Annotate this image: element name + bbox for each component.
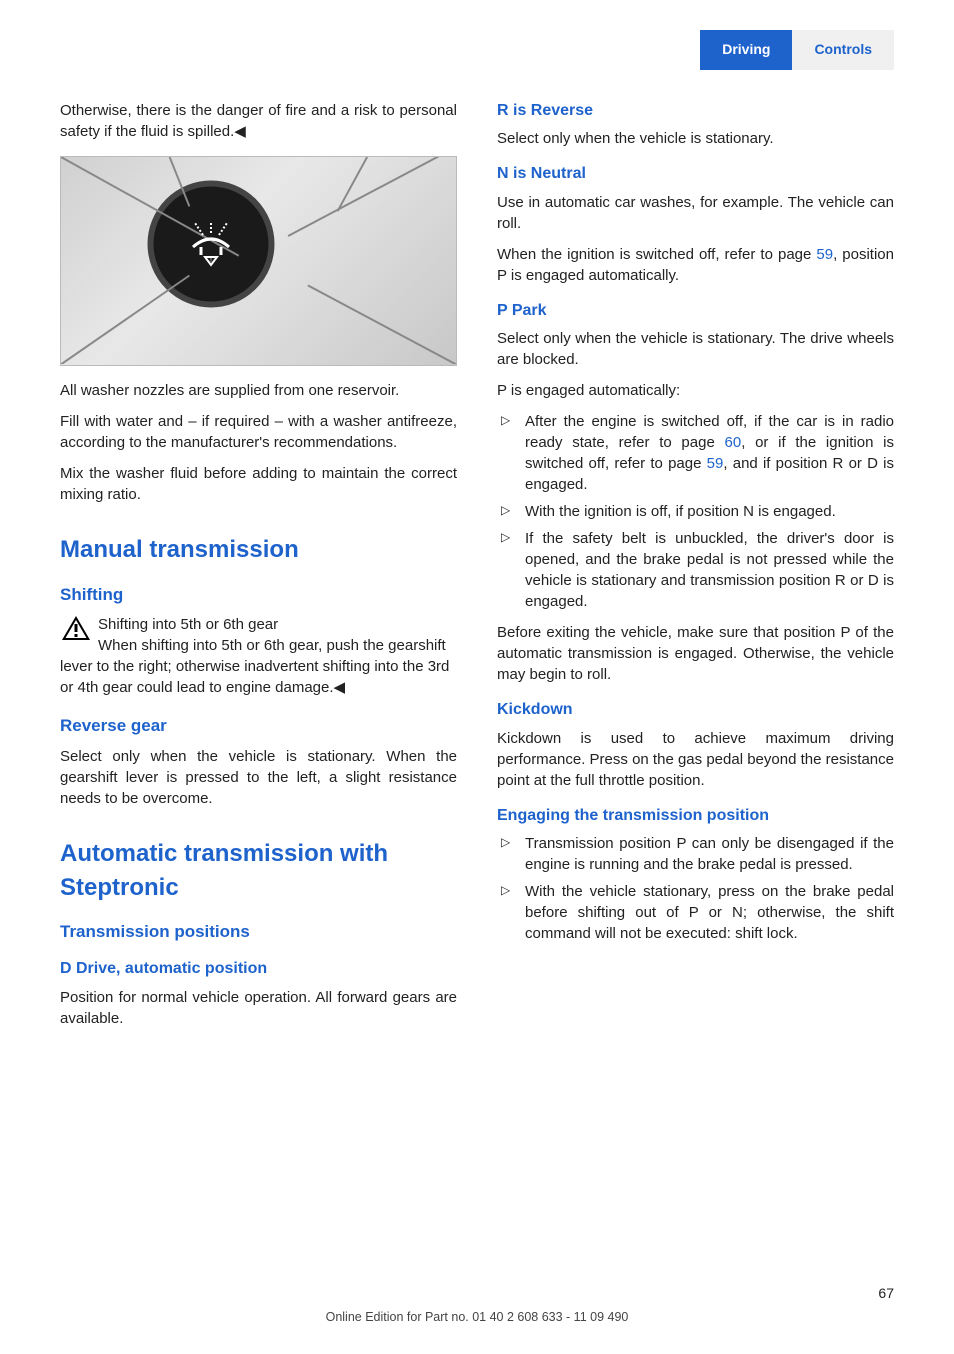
left-column: Otherwise, there is the danger of fire a… — [60, 100, 457, 1039]
kickdown-text: Kickdown is used to achieve maximum driv… — [497, 728, 894, 791]
header-tabs: Driving Controls — [700, 30, 894, 70]
washer-fluid-icon: ! — [181, 207, 241, 273]
list-item: With the vehicle stationary, press on th… — [497, 881, 894, 944]
p-park-list: After the engine is switched off, if the… — [497, 411, 894, 612]
washer-nozzle-text: All washer nozzles are supplied from one… — [60, 380, 457, 401]
engaging-list: Transmission position P can only be dise… — [497, 833, 894, 944]
footer-text: Online Edition for Part no. 01 40 2 608 … — [0, 1309, 954, 1327]
shifting-warning-title: Shifting into 5th or 6th gear — [98, 616, 278, 633]
page-link-59[interactable]: 59 — [816, 246, 833, 263]
r-reverse-heading: R is Reverse — [497, 100, 894, 122]
transmission-positions-heading: Transmission positions — [60, 920, 457, 944]
shifting-heading: Shifting — [60, 583, 457, 607]
washer-fluid-figure: ! — [60, 156, 457, 366]
p-park-text-2: P is engaged automatically: — [497, 380, 894, 401]
n-neutral-heading: N is Neutral — [497, 163, 894, 185]
mix-fluid-text: Mix the washer fluid before adding to ma… — [60, 463, 457, 505]
n-text-pre: When the ignition is switched off, refer… — [497, 246, 816, 263]
kickdown-heading: Kickdown — [497, 699, 894, 721]
p-park-text-1: Select only when the vehicle is stationa… — [497, 328, 894, 370]
list-item: Transmission position P can only be dise… — [497, 833, 894, 875]
intro-text: Otherwise, there is the danger of fire a… — [60, 100, 457, 142]
list-item: If the safety belt is unbuckled, the dri… — [497, 528, 894, 612]
fill-water-text: Fill with water and – if required – with… — [60, 411, 457, 453]
reverse-gear-text: Select only when the vehicle is stationa… — [60, 746, 457, 809]
shifting-warning: Shifting into 5th or 6th gear When shift… — [60, 614, 457, 698]
n-neutral-text-1: Use in automatic car washes, for example… — [497, 192, 894, 234]
page-link-59-b[interactable]: 59 — [707, 455, 724, 472]
n-neutral-text-2: When the ignition is switched off, refer… — [497, 244, 894, 286]
shifting-warning-body: When shifting into 5th or 6th gear, push… — [60, 637, 449, 696]
right-column: R is Reverse Select only when the vehicl… — [497, 100, 894, 1039]
list-item: With the ignition is off, if position N … — [497, 501, 894, 522]
d-drive-text: Position for normal vehicle operation. A… — [60, 987, 457, 1029]
reverse-gear-heading: Reverse gear — [60, 714, 457, 738]
svg-text:!: ! — [210, 257, 212, 264]
p-park-heading: P Park — [497, 300, 894, 322]
automatic-transmission-heading: Automatic transmission with Steptronic — [60, 837, 457, 904]
r-reverse-text: Select only when the vehicle is stationa… — [497, 128, 894, 149]
list-item: After the engine is switched off, if the… — [497, 411, 894, 495]
page-link-60[interactable]: 60 — [725, 434, 742, 451]
engaging-heading: Engaging the transmission position — [497, 805, 894, 827]
p-park-text-3: Before exiting the vehicle, make sure th… — [497, 622, 894, 685]
tab-controls[interactable]: Controls — [792, 30, 894, 70]
content-columns: Otherwise, there is the danger of fire a… — [60, 100, 894, 1039]
manual-transmission-heading: Manual transmission — [60, 533, 457, 567]
page-number: 67 — [878, 1284, 894, 1304]
d-drive-heading: D Drive, automatic position — [60, 958, 457, 980]
warning-icon — [60, 614, 92, 642]
tab-driving[interactable]: Driving — [700, 30, 792, 70]
